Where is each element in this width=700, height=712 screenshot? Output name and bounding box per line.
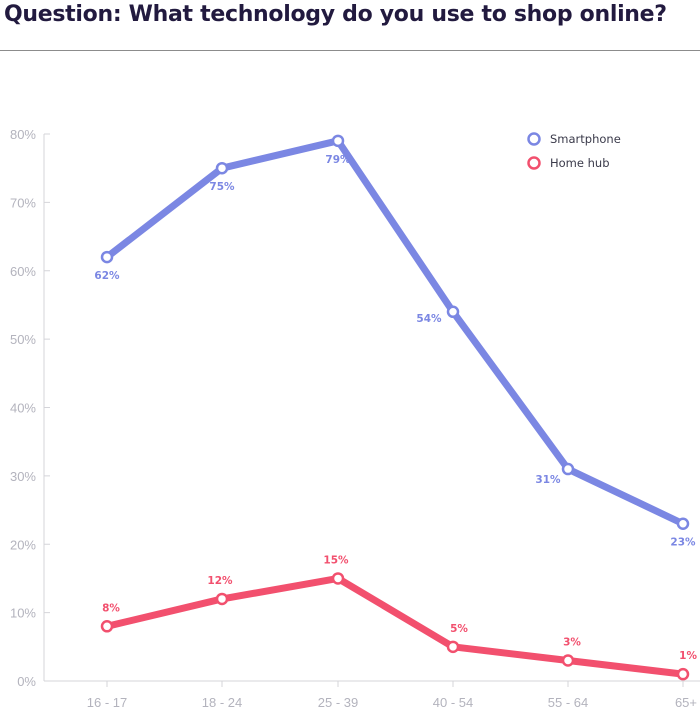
data-label: 23% xyxy=(670,537,696,549)
page-title: Question: What technology do you use to … xyxy=(4,2,667,27)
y-tick-label: 20% xyxy=(10,537,36,552)
data-point xyxy=(446,305,460,319)
title-divider xyxy=(0,50,700,51)
y-tick-label: 80% xyxy=(10,127,36,142)
legend-marker xyxy=(527,156,541,170)
data-label: 79% xyxy=(325,154,351,166)
data-point xyxy=(215,161,229,175)
y-tick-label: 10% xyxy=(10,606,36,621)
series-line-home-hub xyxy=(103,574,687,678)
data-point xyxy=(100,250,114,264)
x-tick-label: 18 - 24 xyxy=(202,695,242,710)
data-label: 12% xyxy=(207,575,233,587)
x-tick-label: 25 - 39 xyxy=(318,695,358,710)
x-tick-label: 40 - 54 xyxy=(433,695,473,710)
data-point xyxy=(446,640,460,654)
data-point xyxy=(331,572,345,585)
data-label: 8% xyxy=(102,602,120,614)
legend-marker xyxy=(527,132,541,146)
data-label: 1% xyxy=(679,650,697,662)
data-label: 54% xyxy=(416,313,442,325)
y-tick-label: 50% xyxy=(10,332,36,347)
data-point xyxy=(561,462,575,476)
chart-series: 62% 75% 79% 54% 31% 23% 8% 12% 15% 5% 3% 1% xyxy=(94,134,697,681)
y-tick-label: 30% xyxy=(10,469,36,484)
data-point xyxy=(561,654,575,667)
data-label: 5% xyxy=(450,623,468,635)
x-tick-label: 65+ xyxy=(675,695,697,710)
y-tick-label: 40% xyxy=(10,401,36,416)
series-line-smartphone xyxy=(103,137,687,528)
legend-label: Smartphone xyxy=(550,132,621,146)
chart-legend: Smartphone Home hub xyxy=(527,132,621,170)
y-tick-label: 70% xyxy=(10,195,36,210)
data-point xyxy=(676,517,690,530)
x-tick-label: 55 - 64 xyxy=(548,695,588,710)
y-tick-label: 0% xyxy=(17,674,36,689)
data-point xyxy=(676,667,690,681)
data-point xyxy=(100,620,114,633)
data-label: 3% xyxy=(563,636,581,648)
data-point xyxy=(215,592,229,606)
x-tick-label: 16 - 17 xyxy=(87,695,127,710)
data-label: 62% xyxy=(94,270,120,282)
data-point xyxy=(331,134,345,148)
data-label: 31% xyxy=(535,474,561,486)
data-label: 75% xyxy=(209,181,235,193)
chart-axes: 0% 10% 20% 30% 40% 50% 60% 70% 80% 16 - 17 18 - 24… xyxy=(10,127,700,710)
data-label: 15% xyxy=(323,554,349,566)
y-tick-label: 60% xyxy=(10,264,36,279)
legend-label: Home hub xyxy=(550,156,610,170)
